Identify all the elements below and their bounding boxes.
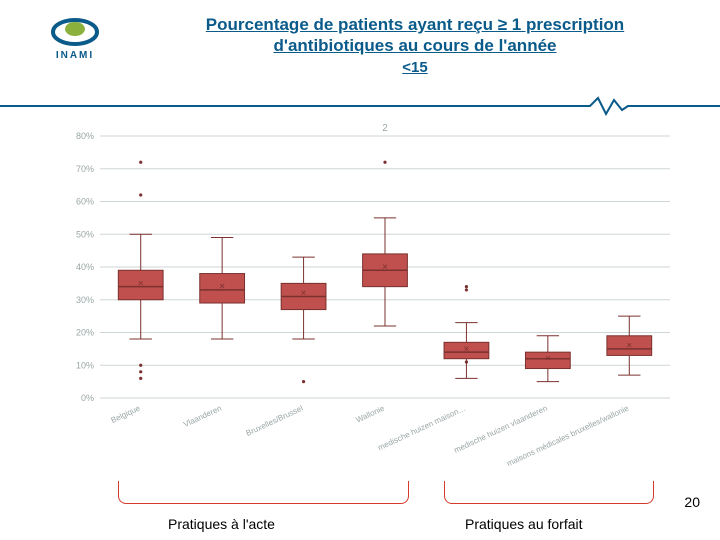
bracket — [118, 481, 409, 504]
group-label-acte: Pratiques à l'acte — [168, 516, 275, 532]
svg-text:0%: 0% — [81, 393, 94, 403]
svg-text:Bruxelles/Brussel: Bruxelles/Brussel — [245, 404, 305, 438]
svg-text:×: × — [626, 341, 632, 352]
page-number: 20 — [684, 494, 700, 510]
svg-text:×: × — [301, 288, 307, 299]
svg-text:×: × — [382, 262, 388, 273]
svg-text:×: × — [464, 344, 470, 355]
logo-text: INAMI — [40, 50, 110, 61]
svg-text:Vlaanderen: Vlaanderen — [182, 404, 223, 429]
divider-heartbeat-icon — [0, 96, 720, 116]
svg-text:70%: 70% — [76, 164, 94, 174]
svg-text:×: × — [219, 282, 225, 293]
svg-text:×: × — [138, 278, 144, 289]
bracket — [444, 481, 654, 504]
svg-text:40%: 40% — [76, 262, 94, 272]
title-sub: <15 — [150, 59, 680, 76]
title-line-1: Pourcentage de patients ayant reçu ≥ 1 p… — [150, 14, 680, 35]
inami-logo: INAMI — [40, 14, 110, 61]
svg-text:60%: 60% — [76, 197, 94, 207]
svg-text:30%: 30% — [76, 295, 94, 305]
svg-text:80%: 80% — [76, 131, 94, 141]
boxplot-chart: 0% 10% 20% 30% 40% 50% 60% 70% 80% 2 × Belgique × Vla… — [60, 118, 680, 468]
svg-text:2: 2 — [382, 123, 388, 134]
title-line-2: d'antibiotiques au cours de l'année — [150, 35, 680, 56]
slide-title: Pourcentage de patients ayant reçu ≥ 1 p… — [150, 14, 680, 76]
svg-text:Wallonie: Wallonie — [354, 403, 386, 424]
svg-text:Belgique: Belgique — [110, 403, 143, 425]
svg-text:20%: 20% — [76, 328, 94, 338]
group-label-forfait: Pratiques au forfait — [465, 516, 583, 532]
svg-text:10%: 10% — [76, 360, 94, 370]
logo-mark-icon — [49, 14, 101, 48]
svg-text:50%: 50% — [76, 229, 94, 239]
svg-text:medische huizen maison…: medische huizen maison… — [376, 404, 467, 453]
svg-text:×: × — [545, 354, 551, 365]
